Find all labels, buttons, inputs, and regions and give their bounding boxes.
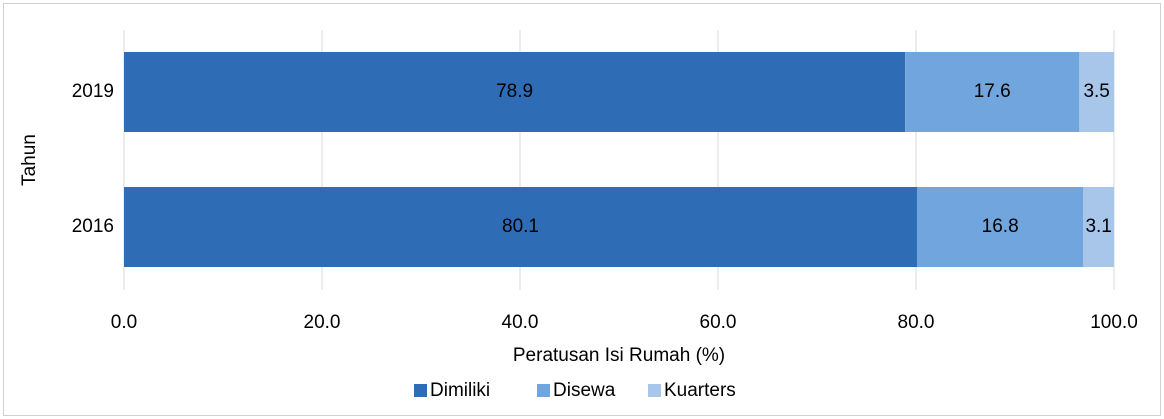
data-label: 78.9 — [496, 81, 533, 102]
bar-segment — [916, 187, 1084, 267]
x-axis-title: Peratusan Isi Rumah (%) — [513, 345, 725, 366]
bar-segment — [124, 187, 917, 267]
data-label: 80.1 — [502, 216, 539, 237]
data-label: 16.8 — [982, 216, 1019, 237]
legend-swatch — [537, 384, 550, 397]
legend-label: Disewa — [553, 380, 616, 401]
bar-segment — [1079, 52, 1114, 132]
x-tick-label: 40.0 — [502, 312, 539, 333]
y-tick-label: 2016 — [72, 216, 114, 237]
x-tick-label: 80.0 — [898, 312, 935, 333]
legend-swatch — [414, 384, 427, 397]
legend-label: Kuarters — [664, 380, 736, 401]
x-tick-label: 60.0 — [700, 312, 737, 333]
data-label: 17.6 — [974, 81, 1011, 102]
y-axis-title: Tahun — [19, 134, 40, 186]
data-label: 3.5 — [1083, 81, 1109, 102]
x-tick-label: 0.0 — [111, 312, 137, 333]
legend-swatch — [648, 384, 661, 397]
bar-segment — [1083, 187, 1114, 267]
legend-label: Dimiliki — [430, 380, 490, 401]
x-tick-label: 20.0 — [304, 312, 341, 333]
data-label: 3.1 — [1085, 216, 1111, 237]
y-tick-label: 2019 — [72, 81, 114, 102]
bar-segment — [905, 52, 1080, 132]
x-tick-label: 100.0 — [1090, 312, 1138, 333]
bar-segment — [124, 52, 906, 132]
